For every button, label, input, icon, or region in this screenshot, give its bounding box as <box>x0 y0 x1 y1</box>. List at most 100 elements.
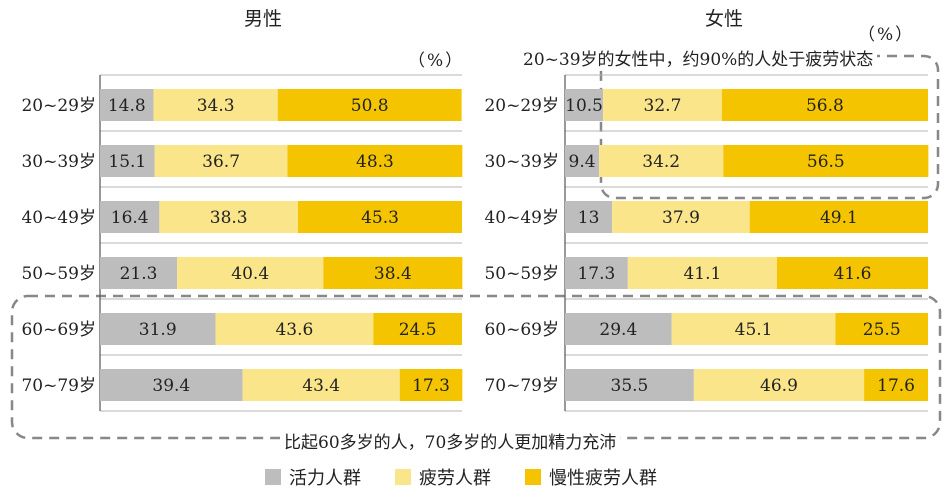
male-bar-segment <box>287 145 463 177</box>
male-data-label: 50.8 <box>351 96 389 116</box>
male-data-label: 43.4 <box>302 376 340 396</box>
male-bar-segment <box>100 89 154 121</box>
male-data-label: 31.9 <box>139 320 177 340</box>
female-data-label: 17.6 <box>877 376 915 396</box>
female-bar-segment <box>749 201 928 233</box>
female-category-label: 20~29岁 <box>484 96 559 116</box>
male-category-label: 30~39岁 <box>21 152 96 172</box>
female-bar-segment <box>612 201 750 233</box>
female-bar-segment <box>565 257 628 289</box>
female-bar-segment <box>565 145 600 177</box>
male-bar-segment <box>399 369 463 401</box>
female-data-label: 46.9 <box>760 376 798 396</box>
male-unit-label: （%） <box>408 51 465 71</box>
male-data-label: 16.4 <box>111 208 149 228</box>
female-category-label: 50~59岁 <box>484 264 559 284</box>
female-bar-segment <box>776 257 928 289</box>
male-data-label: 21.3 <box>120 264 158 284</box>
female-bar-segment <box>627 257 777 289</box>
male-category-label: 40~49岁 <box>21 208 96 228</box>
female-bar-segment <box>721 89 928 121</box>
female-bar-segment <box>671 313 836 345</box>
female-data-label: 17.3 <box>577 264 615 284</box>
male-category-label: 70~79岁 <box>21 376 96 396</box>
male-bar-segment <box>100 257 178 289</box>
male-data-label: 14.8 <box>108 96 146 116</box>
female-data-label: 56.8 <box>806 96 844 116</box>
male-bar-segment <box>177 257 324 289</box>
legend-item-fatigued: 疲劳人群 <box>395 464 491 490</box>
legend-item-active: 活力人群 <box>265 464 361 490</box>
female-data-label: 56.5 <box>807 152 845 172</box>
female-data-label: 10.5 <box>565 96 603 116</box>
male-bar-segment <box>100 313 216 345</box>
male-bar-segment <box>323 257 463 289</box>
female-bar-segment <box>565 201 613 233</box>
male-category-label: 60~69岁 <box>21 320 96 340</box>
male-data-label: 15.1 <box>108 152 146 172</box>
male-data-label: 38.3 <box>210 208 248 228</box>
male-bar-segment <box>100 201 160 233</box>
female-bar-segment <box>723 145 929 177</box>
female-panel-title: 女性 <box>704 8 743 30</box>
female-bar-segment <box>565 369 694 401</box>
female-bar-segment <box>864 369 928 401</box>
male-category-label: 20~29岁 <box>21 96 96 116</box>
legend-label-chronic: 慢性疲劳人群 <box>549 468 657 489</box>
male-data-label: 39.4 <box>152 376 190 396</box>
female-bar-segment <box>693 369 865 401</box>
male-data-label: 17.3 <box>412 376 450 396</box>
male-bar-segment <box>215 313 374 345</box>
female-unit-label: （%） <box>858 25 915 45</box>
female-data-label: 37.9 <box>662 208 700 228</box>
legend-label-active: 活力人群 <box>289 468 361 489</box>
male-data-label: 38.4 <box>374 264 412 284</box>
female-data-label: 41.1 <box>683 264 721 284</box>
female-data-label: 29.4 <box>599 320 637 340</box>
male-bar-segment <box>154 145 288 177</box>
female-bar-segment <box>603 89 722 121</box>
female-data-label: 9.4 <box>569 152 596 172</box>
male-bar-segment <box>100 369 243 401</box>
female-data-label: 45.1 <box>735 320 773 340</box>
male-bar-segment <box>100 145 155 177</box>
legend-swatch-active <box>265 469 281 485</box>
male-data-label: 36.7 <box>202 152 240 172</box>
male-data-label: 43.6 <box>275 320 313 340</box>
male-bar-segment <box>298 201 462 233</box>
male-bar-segment <box>242 369 400 401</box>
annotation-older: 比起60多岁的人，70多岁的人更加精力充沛 <box>280 428 621 453</box>
female-data-label: 49.1 <box>820 208 858 228</box>
female-category-label: 70~79岁 <box>484 376 559 396</box>
female-bar-segment <box>565 89 604 121</box>
female-data-label: 35.5 <box>611 376 649 396</box>
male-bar-segment <box>277 89 462 121</box>
legend-item-chronic: 慢性疲劳人群 <box>525 464 657 490</box>
legend: 活力人群 疲劳人群 慢性疲劳人群 <box>265 464 657 490</box>
female-category-label: 30~39岁 <box>484 152 559 172</box>
male-data-label: 45.3 <box>361 208 399 228</box>
male-bar-segment <box>159 201 299 233</box>
female-data-label: 41.6 <box>834 264 872 284</box>
female-bar-segment <box>599 145 724 177</box>
male-bar-segment <box>373 313 462 345</box>
female-data-label: 32.7 <box>644 96 682 116</box>
female-data-label: 13 <box>578 208 600 228</box>
male-data-label: 24.5 <box>399 320 437 340</box>
legend-label-fatigued: 疲劳人群 <box>419 468 491 489</box>
male-data-label: 40.4 <box>231 264 269 284</box>
male-bar-segment <box>153 89 278 121</box>
male-data-label: 34.3 <box>197 96 235 116</box>
legend-swatch-fatigued <box>395 469 411 485</box>
female-bar-segment <box>565 313 672 345</box>
female-data-label: 25.5 <box>863 320 901 340</box>
female-data-label: 34.2 <box>642 152 680 172</box>
female-bar-segment <box>835 313 928 345</box>
male-category-label: 50~59岁 <box>21 264 96 284</box>
female-category-label: 40~49岁 <box>484 208 559 228</box>
legend-swatch-chronic <box>525 469 541 485</box>
annotation-female-young: 20~39岁的女性中，约90%的人处于疲劳状态 <box>519 45 878 70</box>
male-panel-title: 男性 <box>243 8 282 30</box>
